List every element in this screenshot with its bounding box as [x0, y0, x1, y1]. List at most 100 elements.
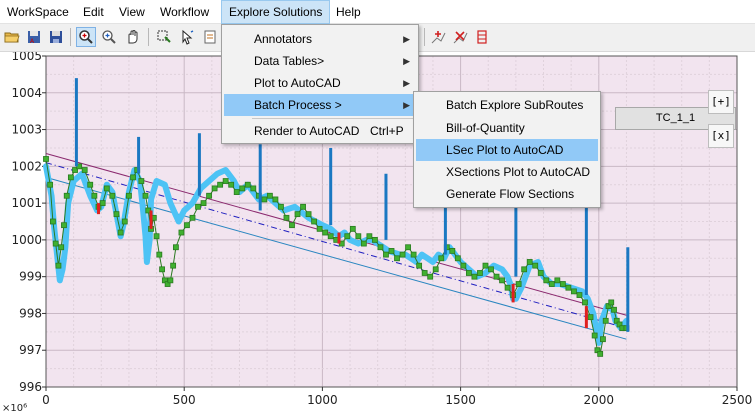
menu-separator: [252, 118, 416, 119]
marker-point: [399, 251, 406, 258]
marker-point: [305, 211, 312, 218]
marker-point: [602, 317, 609, 324]
marker-point: [289, 222, 295, 229]
marker-point: [99, 200, 106, 207]
marker-point: [327, 233, 334, 240]
menu-item-generate-flow-sections[interactable]: Generate Flow Sections: [446, 187, 575, 201]
x-tick-label: 1000: [307, 393, 338, 407]
marker-point: [81, 167, 88, 173]
toolbar-separator: [70, 28, 71, 46]
y-tick-label: 1002: [11, 159, 42, 173]
menu-help[interactable]: Help: [336, 5, 361, 19]
menu-item-plot-to-autocad[interactable]: Plot to AutoCAD ▶: [224, 72, 416, 94]
menu-item-render-to-autocad[interactable]: Render to AutoCAD Ctrl+P: [224, 120, 416, 142]
menu-item-label: Batch Process >: [254, 98, 342, 112]
menu-item-batch-process[interactable]: Batch Process > ▶: [224, 94, 416, 116]
marker-point: [576, 292, 583, 298]
marker-point: [388, 248, 395, 254]
marker-point: [278, 203, 284, 210]
remove-point-icon[interactable]: [450, 27, 470, 47]
marker-point: [482, 262, 489, 269]
marker-point: [608, 299, 615, 306]
marker-point: [377, 244, 384, 251]
menu-bar: WorkSpace Edit View Workflow Explore Sol…: [0, 0, 755, 24]
menu-explore-solutions[interactable]: Explore Solutions: [221, 0, 331, 24]
y-tick-label: 1005: [11, 52, 42, 63]
menu-item-batch-explore-subroutes[interactable]: Batch Explore SubRoutes: [446, 98, 584, 112]
marker-point: [130, 174, 136, 181]
marker-point: [184, 222, 190, 229]
menu-workflow[interactable]: Workflow: [160, 5, 210, 19]
menu-view[interactable]: View: [119, 5, 145, 19]
marker-point: [272, 196, 279, 203]
marker-point: [493, 273, 500, 280]
marker-point: [565, 284, 572, 291]
marker-point: [109, 192, 116, 199]
marker-point: [142, 192, 149, 199]
marker-point: [170, 262, 177, 269]
marker-point: [244, 181, 251, 188]
document-icon[interactable]: [200, 27, 220, 47]
zoom-in-icon[interactable]: [76, 27, 96, 47]
menu-item-lsec-plot-to-autocad[interactable]: LSec Plot to AutoCAD: [416, 139, 598, 161]
menu-item-xsections-plot-to-autocad[interactable]: XSections Plot to AutoCAD: [446, 165, 591, 179]
save-icon[interactable]: [46, 27, 66, 47]
menu-item-label: Render to AutoCAD: [254, 124, 360, 138]
marker-point: [355, 233, 362, 240]
menu-item-annotators[interactable]: Annotators ▶: [224, 28, 416, 50]
marker-point: [67, 174, 74, 181]
marker-point: [526, 259, 533, 265]
menu-item-label: Plot to AutoCAD: [254, 76, 341, 90]
open-folder-icon[interactable]: [2, 27, 22, 47]
edit-point-icon[interactable]: [472, 27, 492, 47]
axis-ticks: 0 500 1000 1500 2000 2500 996 997 998 999 1000 1001…: [11, 52, 752, 407]
axis-labels: ×10⁶: [2, 403, 27, 412]
marker-point: [266, 192, 273, 199]
add-point-icon[interactable]: [428, 27, 448, 47]
y-tick-label: 1003: [11, 123, 42, 137]
marker-point: [515, 281, 522, 287]
marker-point: [52, 240, 59, 247]
marker-point: [410, 251, 417, 258]
menu-item-bill-of-quantity[interactable]: Bill-of-Quantity: [446, 121, 525, 135]
chevron-right-icon: ▶: [403, 56, 410, 66]
marker-point: [344, 233, 351, 240]
x-tick-label: 2000: [584, 393, 615, 407]
marker-point: [591, 332, 598, 339]
marker-point: [477, 270, 483, 276]
menu-item-label: Annotators: [254, 32, 313, 46]
marker-point: [156, 251, 163, 258]
zoom-out-icon[interactable]: [99, 27, 119, 47]
y-tick-label: 997: [19, 343, 42, 357]
pointer-icon[interactable]: [177, 27, 197, 47]
menu-item-data-tables[interactable]: Data Tables> ▶: [224, 50, 416, 72]
pan-hand-icon[interactable]: [122, 27, 142, 47]
x-tick-label: 0: [42, 393, 50, 407]
marker-point: [471, 273, 478, 280]
marker-point: [200, 200, 207, 207]
save-as-icon[interactable]: A: [24, 27, 44, 47]
marker-point: [250, 185, 257, 192]
marker-point: [233, 189, 240, 195]
zoom-out-button[interactable]: [x]: [708, 124, 734, 148]
marker-point: [532, 262, 539, 269]
marker-point: [582, 299, 588, 306]
marker-point: [311, 218, 318, 225]
marker-point: [499, 277, 505, 284]
x-tick-label: 500: [173, 393, 196, 407]
marker-point: [178, 229, 185, 236]
select-icon[interactable]: [154, 27, 174, 47]
legend-box[interactable]: TC_1_1: [615, 107, 736, 130]
menu-edit[interactable]: Edit: [83, 5, 104, 19]
marker-point: [50, 218, 56, 225]
marker-point: [504, 284, 511, 291]
marker-point: [548, 281, 555, 287]
marker-point: [76, 163, 83, 170]
batch-process-submenu: Batch Explore SubRoutes Bill-of-Quantity…: [413, 91, 601, 208]
menu-workspace[interactable]: WorkSpace: [7, 5, 69, 19]
marker-point: [117, 229, 124, 236]
marker-point: [416, 262, 423, 269]
zoom-in-button[interactable]: [+]: [708, 90, 734, 114]
marker-point: [366, 233, 373, 240]
marker-point: [167, 277, 174, 284]
